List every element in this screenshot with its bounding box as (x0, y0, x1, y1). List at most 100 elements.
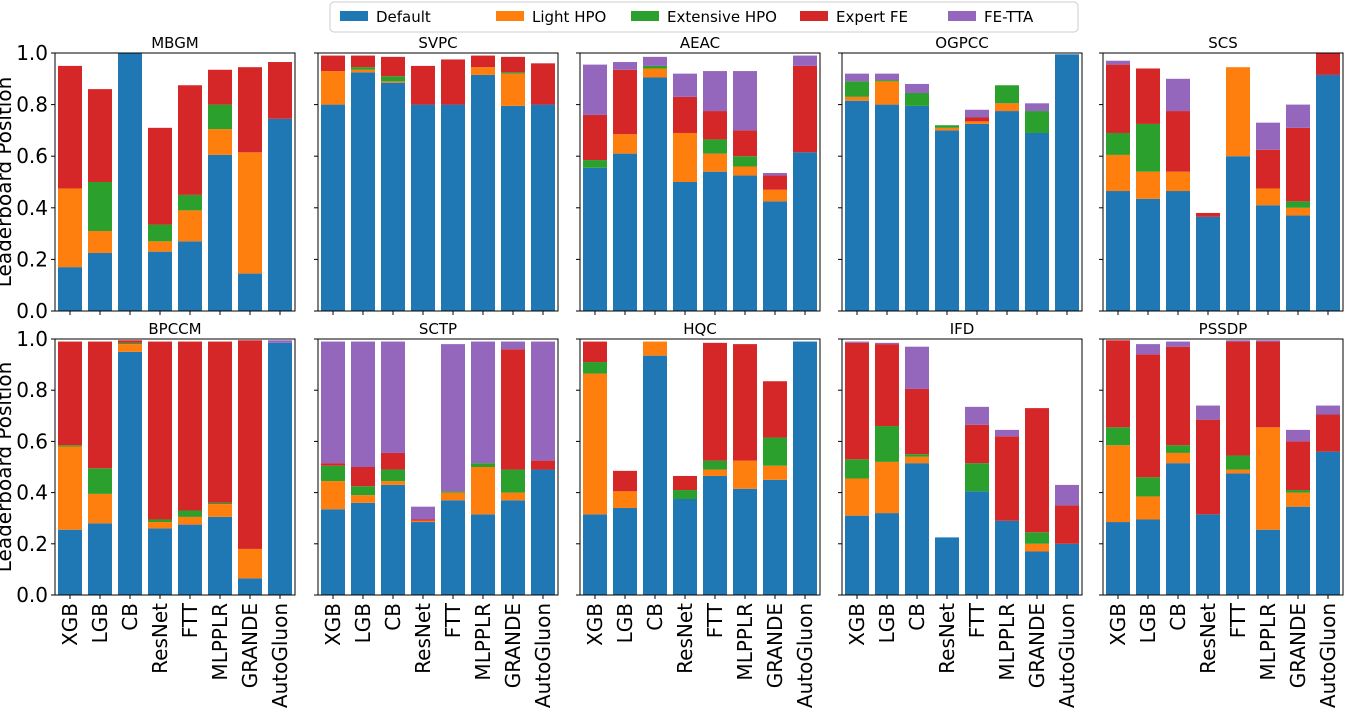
bar-lgb-extensive-hpo (875, 426, 899, 462)
bar-autogluon-fe-tta (268, 340, 292, 343)
bar-mlpplr-light-hpo (733, 460, 757, 489)
bar-ftt-default (178, 241, 202, 311)
y-axis-label: Leaderboard Position (0, 77, 16, 288)
bar-resnet-fe-tta (673, 73, 697, 97)
bar-xgb-light-hpo (1106, 154, 1130, 192)
subplot-title: SVPC (418, 34, 457, 52)
bar-resnet-light-hpo (411, 520, 435, 523)
x-tick-label: XGB (58, 603, 82, 646)
panels: Leaderboard Position Leaderboard Position… (0, 34, 1344, 708)
bar-mlpplr-default (208, 516, 232, 595)
axes-frame (1102, 338, 1344, 596)
bar-cb-default (118, 53, 142, 311)
bar-grande-fe-tta (1286, 104, 1310, 128)
subplot-title: IFD (950, 320, 975, 338)
bar-resnet-default (411, 522, 435, 595)
bar-ftt-fe-tta (965, 109, 989, 118)
bar-lgb-expert-fe (613, 470, 637, 492)
bar-mlpplr-default (208, 154, 232, 311)
bar-resnet-extensive-hpo (148, 224, 172, 242)
y-tick-label: 0.4 (16, 196, 48, 220)
bar-lgb-fe-tta (875, 342, 899, 345)
bar-xgb-expert-fe (321, 463, 345, 466)
bar-lgb-expert-fe (613, 69, 637, 135)
bar-autogluon-expert-fe (1316, 53, 1340, 75)
x-tick-label: MLPPLR (1256, 603, 1280, 681)
bar-cb-fe-tta (643, 56, 667, 66)
legend-label: Expert FE (836, 8, 908, 26)
axes-frame (579, 52, 821, 312)
bar-ftt-default (441, 500, 465, 595)
bar-lgb-expert-fe (351, 467, 375, 487)
bar-cb-default (381, 82, 405, 311)
bar-grande-light-hpo (763, 189, 787, 202)
bar-ftt-light-hpo (1226, 469, 1250, 474)
bar-ftt-expert-fe (703, 342, 727, 461)
x-tick-label: LGB (875, 603, 899, 643)
bar-ftt-default (965, 123, 989, 311)
bar-resnet-default (673, 182, 697, 311)
bar-ftt-light-hpo (965, 121, 989, 124)
bar-resnet-expert-fe (148, 341, 172, 520)
x-tick-label: ResNet (935, 603, 959, 674)
bar-ftt-default (1226, 156, 1250, 311)
bar-ftt-expert-fe (965, 424, 989, 464)
x-tick-label: XGB (321, 603, 345, 646)
bar-cb-extensive-hpo (118, 342, 142, 345)
bar-resnet-default (411, 104, 435, 311)
bar-lgb-expert-fe (88, 341, 112, 469)
bar-xgb-extensive-hpo (321, 465, 345, 482)
bar-lgb-extensive-hpo (875, 80, 899, 82)
bar-autogluon-default (531, 104, 555, 311)
axes-frame (54, 52, 296, 312)
bar-autogluon-default (793, 152, 817, 311)
x-tick-label: FTT (1226, 602, 1250, 638)
bar-lgb-extensive-hpo (1136, 123, 1160, 172)
bar-grande-default (1025, 132, 1049, 311)
bar-resnet-default (935, 130, 959, 311)
y-tick-label: 0.4 (16, 481, 48, 505)
bar-ftt-light-hpo (703, 469, 727, 476)
bar-grande-fe-tta (1286, 429, 1310, 442)
bar-grande-fe-tta (1025, 103, 1049, 112)
bar-cb-light-hpo (643, 341, 667, 356)
bar-autogluon-default (268, 342, 292, 595)
bar-cb-light-hpo (1166, 171, 1190, 192)
bar-lgb-light-hpo (1136, 171, 1160, 199)
bar-ftt-expert-fe (965, 117, 989, 122)
bar-grande-extensive-hpo (1025, 532, 1049, 544)
bar-resnet-fe-tta (411, 506, 435, 520)
bar-autogluon-fe-tta (531, 341, 555, 461)
bar-lgb-extensive-hpo (88, 182, 112, 232)
subplot-ogpcc: OGPCC (838, 34, 1083, 315)
bar-lgb-default (613, 507, 637, 595)
bar-resnet-expert-fe (673, 475, 697, 491)
x-tick-label: AutoGluon (1055, 603, 1079, 708)
bar-ftt-light-hpo (1226, 67, 1250, 157)
bar-cb-default (905, 463, 929, 595)
bar-lgb-fe-tta (613, 62, 637, 70)
bar-mlpplr-light-hpo (471, 467, 495, 515)
bar-grande-extensive-hpo (501, 469, 525, 493)
bar-ftt-fe-tta (965, 406, 989, 425)
bar-lgb-light-hpo (351, 495, 375, 503)
bar-cb-expert-fe (381, 56, 405, 77)
bar-resnet-light-hpo (935, 127, 959, 131)
subplot-svpc: SVPC (314, 34, 559, 315)
bar-xgb-light-hpo (321, 481, 345, 510)
bar-mlpplr-expert-fe (733, 130, 757, 157)
bar-cb-expert-fe (381, 452, 405, 470)
bar-autogluon-default (531, 469, 555, 595)
bar-xgb-default (583, 514, 607, 595)
bar-ftt-extensive-hpo (703, 139, 727, 154)
bar-xgb-default (321, 509, 345, 595)
bar-ftt-fe-tta (703, 71, 727, 112)
bar-mlpplr-expert-fe (208, 341, 232, 503)
bar-grande-light-hpo (1286, 492, 1310, 507)
bar-resnet-extensive-hpo (673, 490, 697, 499)
bar-mlpplr-default (733, 488, 757, 595)
bar-ftt-default (965, 491, 989, 595)
x-tick-label: GRANDE (238, 603, 262, 688)
x-tick-label: GRANDE (501, 603, 525, 688)
